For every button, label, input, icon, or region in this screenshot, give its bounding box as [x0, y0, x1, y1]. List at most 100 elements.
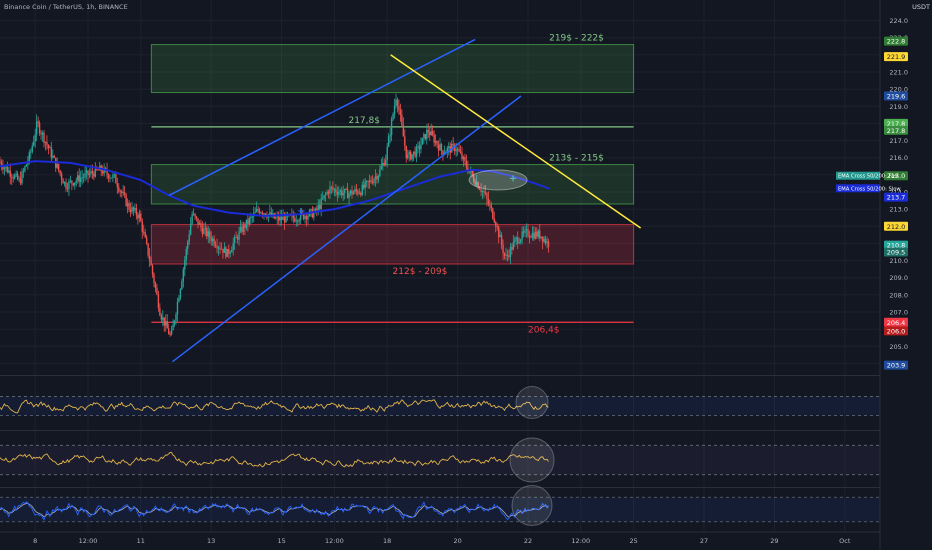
candle-body: [420, 144, 422, 150]
candle-body: [28, 152, 31, 162]
candle-body: [310, 209, 312, 211]
candle-body: [333, 189, 336, 191]
candle-body: [63, 182, 66, 184]
trendlines: [168, 38, 642, 363]
candle-body: [66, 188, 69, 190]
candle-body: [251, 216, 253, 218]
grid: [0, 0, 880, 532]
chart-title: Binance Coin / TetherUS, 1h, BINANCE: [4, 3, 128, 11]
price-label-badge: [884, 91, 908, 101]
candle-body: [0, 162, 3, 167]
candle-body: [24, 166, 26, 171]
candle-body: [453, 144, 456, 152]
candle-body: [239, 226, 242, 232]
candle-body: [121, 191, 123, 193]
candle-body: [439, 144, 441, 151]
candle-body: [493, 218, 495, 223]
candle-body: [109, 177, 111, 179]
price-label-text: 212.0: [887, 223, 906, 231]
candle-body: [21, 171, 23, 184]
candle-body: [531, 232, 534, 238]
price-tick-label: 224.0: [889, 17, 908, 25]
candle-body: [194, 213, 196, 217]
candle-body: [338, 192, 340, 195]
candle-body: [62, 179, 64, 184]
candle-body: [195, 216, 198, 219]
candle-body: [90, 171, 92, 174]
candle-body: [44, 141, 47, 143]
candle-body: [231, 250, 233, 253]
candle-body: [544, 238, 547, 244]
osc-band: [0, 445, 880, 475]
candle-body: [382, 162, 384, 167]
candle-body: [60, 173, 63, 180]
candle-body: [292, 214, 295, 219]
candle-body: [140, 213, 142, 222]
candle-body: [386, 146, 388, 160]
candle-body: [49, 147, 51, 149]
time-tick-label: 12:00: [79, 537, 98, 545]
candle-body: [112, 174, 114, 178]
candle-body: [238, 231, 240, 240]
oscillator-panes: 80.0060.0040.00CHOP80.0060.0040.0020.00R…: [0, 375, 909, 526]
candle-body: [395, 99, 397, 106]
candle-body: [126, 202, 129, 206]
candle-body: [489, 204, 491, 206]
candle-body: [30, 151, 32, 153]
candle-body: [398, 105, 400, 111]
candle-body: [484, 192, 487, 194]
time-tick-label: 13: [207, 537, 215, 545]
candle-body: [75, 180, 77, 183]
candle-body: [235, 236, 237, 238]
candle-body: [242, 224, 245, 233]
candle-body: [421, 137, 424, 145]
candle-body: [19, 178, 22, 184]
candle-body: [229, 252, 231, 254]
candle-body: [103, 168, 105, 174]
candle-body: [162, 317, 164, 320]
zone-label: 219$ - 222$: [549, 34, 604, 44]
candle-body: [132, 207, 135, 211]
candle-body: [74, 182, 76, 186]
candle-body: [390, 119, 393, 136]
candle-body: [304, 216, 306, 219]
candle-body: [368, 180, 371, 182]
time-tick-label: 12:00: [571, 537, 590, 545]
candle-body: [506, 255, 509, 257]
candle-body: [153, 274, 155, 284]
candle-body: [198, 222, 201, 225]
candle-body: [170, 330, 173, 335]
price-label-badge: [884, 247, 908, 257]
candle-body: [184, 259, 186, 270]
candle-body: [13, 175, 16, 179]
candle-body: [440, 144, 443, 151]
candle-body: [85, 170, 88, 174]
candle-body: [166, 321, 168, 329]
candle-body: [41, 132, 44, 135]
candle-body: [232, 243, 234, 251]
osc-highlight-circle: [515, 386, 549, 419]
candle-body: [536, 231, 538, 237]
candle-body: [401, 114, 403, 125]
price-tick-label: 207.0: [889, 309, 908, 317]
candle-body: [245, 219, 248, 228]
candle-body: [319, 205, 321, 209]
candle-body: [37, 121, 39, 124]
candle-body: [367, 180, 369, 182]
candle-body: [125, 194, 127, 206]
price-label-text: 209.5: [887, 249, 906, 257]
candle-body: [233, 236, 236, 244]
candle-body: [236, 237, 239, 240]
price-label-badge: [884, 317, 908, 327]
candle-body: [283, 216, 286, 223]
candle-body: [298, 220, 300, 222]
candle-body: [503, 253, 506, 256]
candle-body: [305, 216, 308, 220]
candle-body: [326, 191, 328, 195]
price-tick-label: 217.0: [889, 137, 908, 145]
candle-body: [496, 226, 498, 228]
time-tick-label: 29: [770, 537, 778, 545]
candle-body: [459, 151, 462, 153]
price-label-text: 222.8: [887, 38, 906, 46]
